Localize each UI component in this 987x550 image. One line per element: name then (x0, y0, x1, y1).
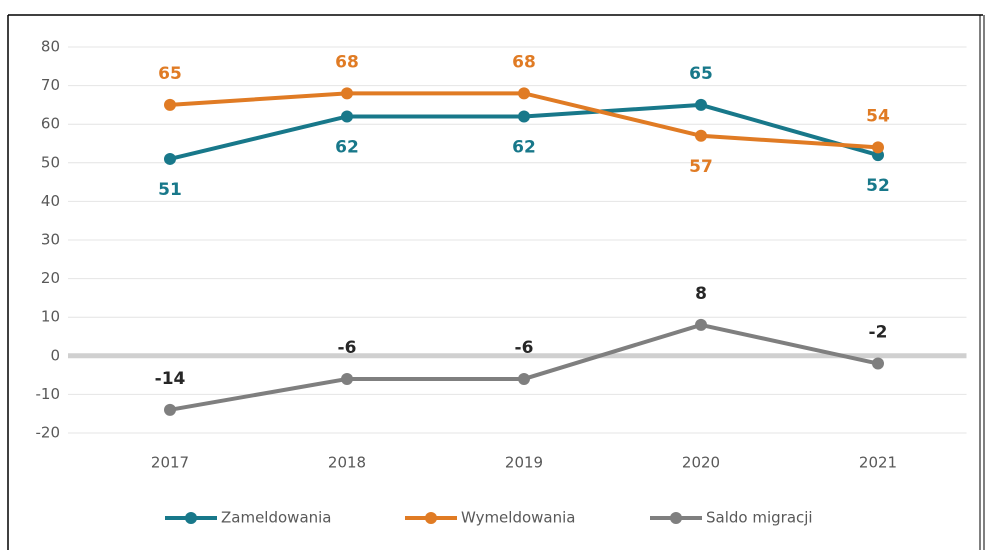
point (518, 110, 530, 123)
point (695, 129, 707, 142)
y-tick-label: 80 (41, 38, 60, 56)
data-label: 54 (866, 106, 890, 126)
point (341, 372, 353, 385)
x-tick-label: 2021 (859, 454, 897, 472)
y-tick-label: 30 (41, 231, 60, 249)
y-tick-label: 40 (41, 192, 60, 210)
data-label: 68 (512, 52, 536, 72)
data-label: 51 (158, 180, 182, 200)
data-label: 65 (689, 64, 713, 84)
data-label: 65 (158, 64, 182, 84)
data-label: -6 (515, 338, 534, 358)
point (872, 357, 884, 370)
point (164, 403, 176, 416)
y-tick-label: 10 (41, 308, 60, 326)
data-label: 8 (695, 284, 707, 304)
data-label: 62 (335, 137, 359, 157)
x-tick-label: 2017 (151, 454, 189, 472)
data-label: 52 (866, 176, 890, 196)
data-label: -14 (155, 369, 186, 389)
point (164, 98, 176, 111)
legend-label: Saldo migracji (706, 509, 813, 527)
y-tick-label: 70 (41, 76, 60, 94)
point (518, 372, 530, 385)
y-tick-label: -10 (36, 385, 61, 403)
x-tick-label: 2019 (505, 454, 543, 472)
y-tick-label: 0 (50, 346, 60, 364)
y-tick-label: 20 (41, 269, 60, 287)
legend-marker (425, 512, 437, 524)
point (164, 152, 176, 165)
data-label: 68 (335, 52, 359, 72)
legend-marker (185, 512, 197, 524)
point (695, 318, 707, 331)
data-label: -2 (869, 323, 888, 343)
point (341, 87, 353, 100)
x-tick-label: 2020 (682, 454, 720, 472)
data-label: 57 (689, 157, 713, 177)
legend-marker (670, 512, 682, 524)
data-label: -6 (338, 338, 357, 358)
y-tick-label: -20 (36, 424, 61, 442)
data-label: 62 (512, 137, 536, 157)
point (872, 141, 884, 154)
y-tick-label: 60 (41, 115, 60, 133)
point (341, 110, 353, 123)
legend-label: Zameldowania (221, 509, 332, 527)
point (518, 87, 530, 100)
y-tick-label: 50 (41, 153, 60, 171)
legend-label: Wymeldowania (461, 509, 575, 527)
x-tick-label: 2018 (328, 454, 366, 472)
point (695, 98, 707, 111)
